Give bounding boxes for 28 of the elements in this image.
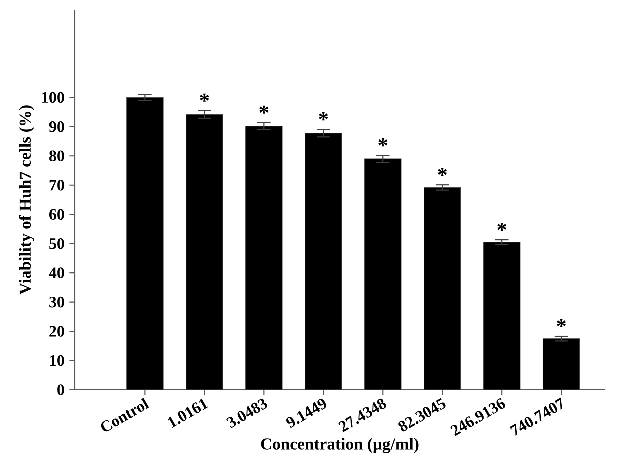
bar [126, 97, 164, 390]
y-tick-label: 0 [58, 384, 64, 396]
bar [542, 338, 580, 390]
y-axis-title: Viability of Huh7 cells (%) [19, 106, 34, 295]
annotation: * [260, 106, 269, 114]
y-tick-label: 90 [49, 122, 64, 132]
y-tick-label: 70 [50, 180, 64, 191]
x-axis-title: Concentration (μg/ml) [261, 438, 419, 454]
y-tick-label: 30 [50, 296, 64, 308]
bar [483, 242, 521, 390]
annotation: * [378, 138, 388, 147]
annotation: * [319, 112, 328, 121]
annotation: * [498, 223, 507, 232]
y-tick-label: 40 [49, 268, 64, 278]
bar [186, 114, 224, 390]
bar [246, 126, 283, 390]
y-tick-label: 80 [49, 150, 64, 162]
bar [424, 187, 462, 390]
annotation: * [557, 320, 566, 328]
bar [305, 133, 342, 390]
annotation: * [438, 168, 448, 176]
y-tick-label: 60 [50, 209, 64, 220]
y-tick-label: 100 [42, 92, 64, 104]
y-tick-label: 20 [50, 326, 64, 337]
y-tick-label: 10 [50, 355, 64, 366]
bar [364, 158, 402, 390]
y-tick-label: 50 [50, 238, 64, 250]
annotation: * [200, 94, 210, 102]
